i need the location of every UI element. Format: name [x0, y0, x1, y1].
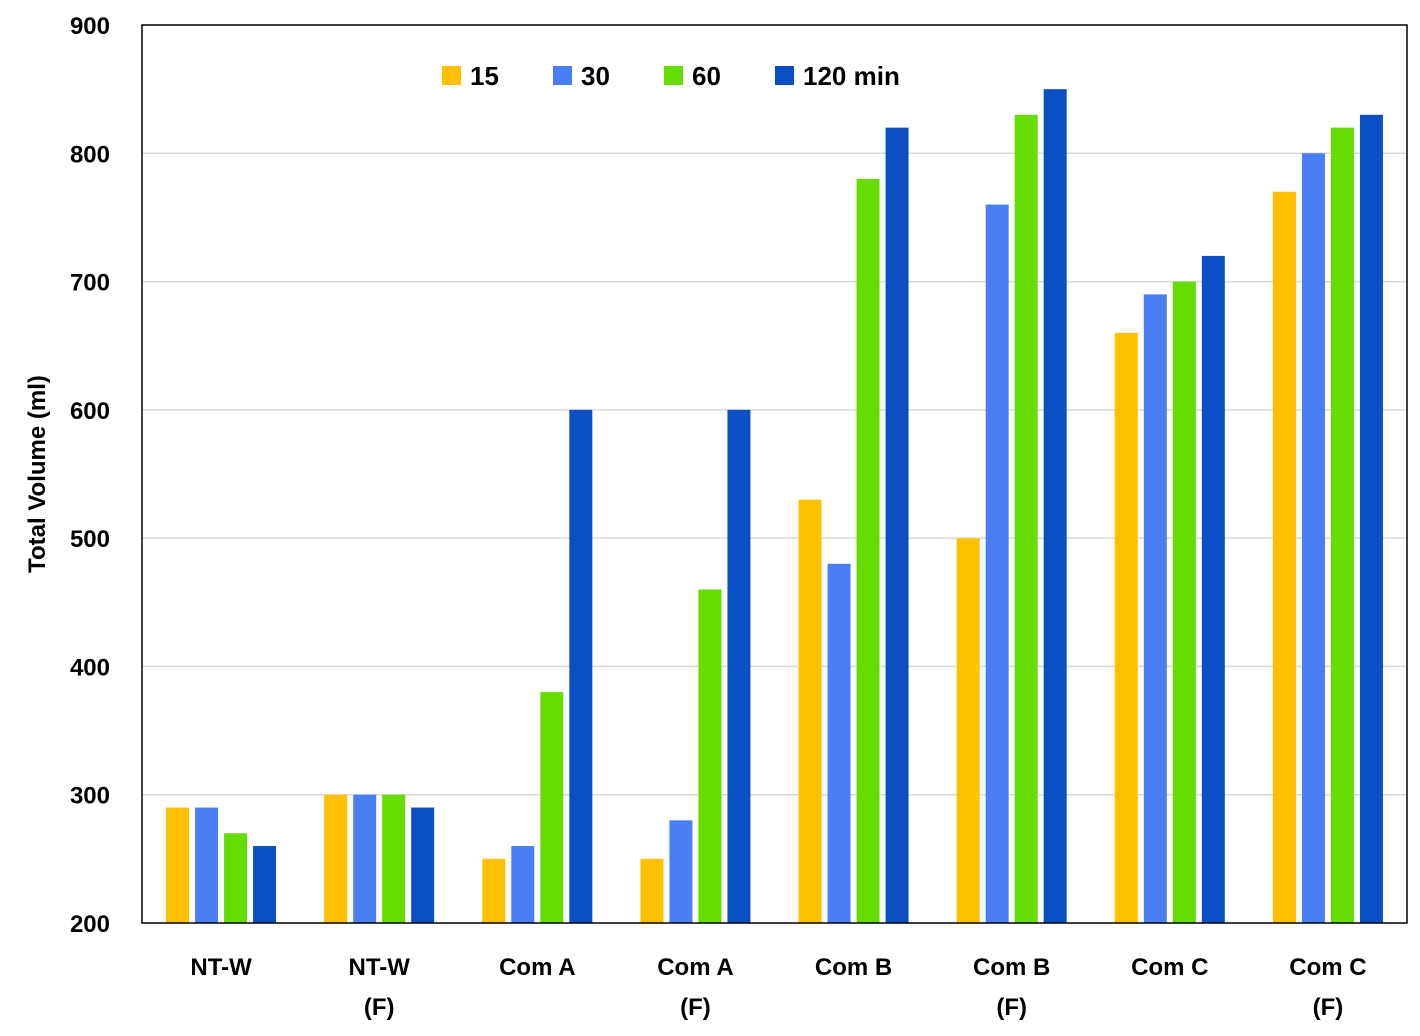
- x-tick-label: Com A: [657, 954, 733, 981]
- x-tick-label: Com B: [973, 954, 1050, 981]
- legend-swatch: [553, 66, 572, 85]
- x-tick-label: (F): [996, 994, 1027, 1021]
- bar-3-series-2: [511, 846, 535, 923]
- y-tick-label: 700: [70, 270, 110, 297]
- bar-7-series-2: [1143, 294, 1167, 923]
- y-tick-label: 800: [70, 141, 110, 168]
- bar-7-series-1: [1114, 332, 1138, 923]
- x-tick-label: Com C: [1131, 954, 1208, 981]
- x-tick-label: NT-W: [190, 954, 252, 981]
- bar-7-series-3: [1172, 281, 1196, 924]
- legend-swatch: [775, 66, 794, 85]
- y-tick-label: 400: [70, 654, 110, 681]
- legend-label: 60: [692, 61, 721, 91]
- y-axis-ticks: 200 300 400 500 600 700 800 900: [70, 13, 110, 938]
- bar-7-series-4: [1201, 255, 1225, 923]
- bar-8-series-3: [1330, 127, 1354, 924]
- bar-3-series-4: [569, 409, 593, 923]
- bar-3-series-3: [540, 692, 564, 923]
- bar-8-series-4: [1359, 114, 1383, 924]
- x-tick-label: Com A: [499, 954, 575, 981]
- y-tick-label: 600: [70, 398, 110, 425]
- bar-5-series-4: [885, 127, 909, 924]
- legend-label: 30: [581, 61, 610, 91]
- x-tick-label: (F): [680, 994, 711, 1021]
- bar-4-series-2: [669, 820, 693, 923]
- x-tick-label: Com C: [1289, 954, 1366, 981]
- y-axis-label: Total Volume (ml): [24, 375, 51, 573]
- plot-area-frame: [141, 24, 1408, 924]
- y-tick-label: 300: [70, 783, 110, 810]
- bar-5-series-1: [798, 499, 822, 923]
- bar-1-series-2: [195, 807, 219, 923]
- bar-1-series-4: [253, 846, 277, 923]
- legend-swatch: [664, 66, 683, 85]
- bar-6-series-3: [1014, 114, 1038, 924]
- bar-2-series-1: [324, 794, 348, 923]
- x-tick-label: (F): [364, 994, 395, 1021]
- bar-1-series-1: [166, 807, 190, 923]
- legend-label: 120 min: [803, 61, 900, 91]
- bar-4-series-1: [640, 858, 664, 923]
- bar-4-series-4: [727, 409, 751, 923]
- bars: [166, 89, 1383, 924]
- bar-6-series-4: [1043, 89, 1067, 923]
- bar-8-series-2: [1301, 153, 1325, 924]
- bar-3-series-1: [482, 858, 506, 923]
- bar-1-series-3: [224, 833, 248, 923]
- x-tick-label: (F): [1313, 994, 1344, 1021]
- bar-6-series-2: [985, 204, 1009, 924]
- legend-swatch: [442, 66, 461, 85]
- bar-2-series-3: [382, 794, 406, 923]
- bar-5-series-3: [856, 178, 880, 923]
- legend-label: 15: [470, 61, 499, 91]
- bar-8-series-1: [1272, 191, 1296, 923]
- x-axis-ticks: NT-W NT-W (F) Com A Com A (F) Com B Com B (F) Com…: [190, 954, 1366, 1021]
- y-tick-label: 900: [70, 13, 110, 40]
- y-tick-label: 200: [70, 911, 110, 938]
- bar-2-series-2: [353, 794, 377, 923]
- gridlines: [142, 152, 1407, 796]
- x-tick-label: Com B: [815, 954, 892, 981]
- bar-4-series-3: [698, 589, 722, 923]
- legend: 15 30 60 120 min: [442, 61, 900, 91]
- bar-5-series-2: [827, 563, 851, 923]
- x-tick-label: NT-W: [349, 954, 411, 981]
- bar-6-series-1: [956, 538, 980, 923]
- y-tick-label: 500: [70, 526, 110, 553]
- bar-2-series-4: [411, 807, 435, 923]
